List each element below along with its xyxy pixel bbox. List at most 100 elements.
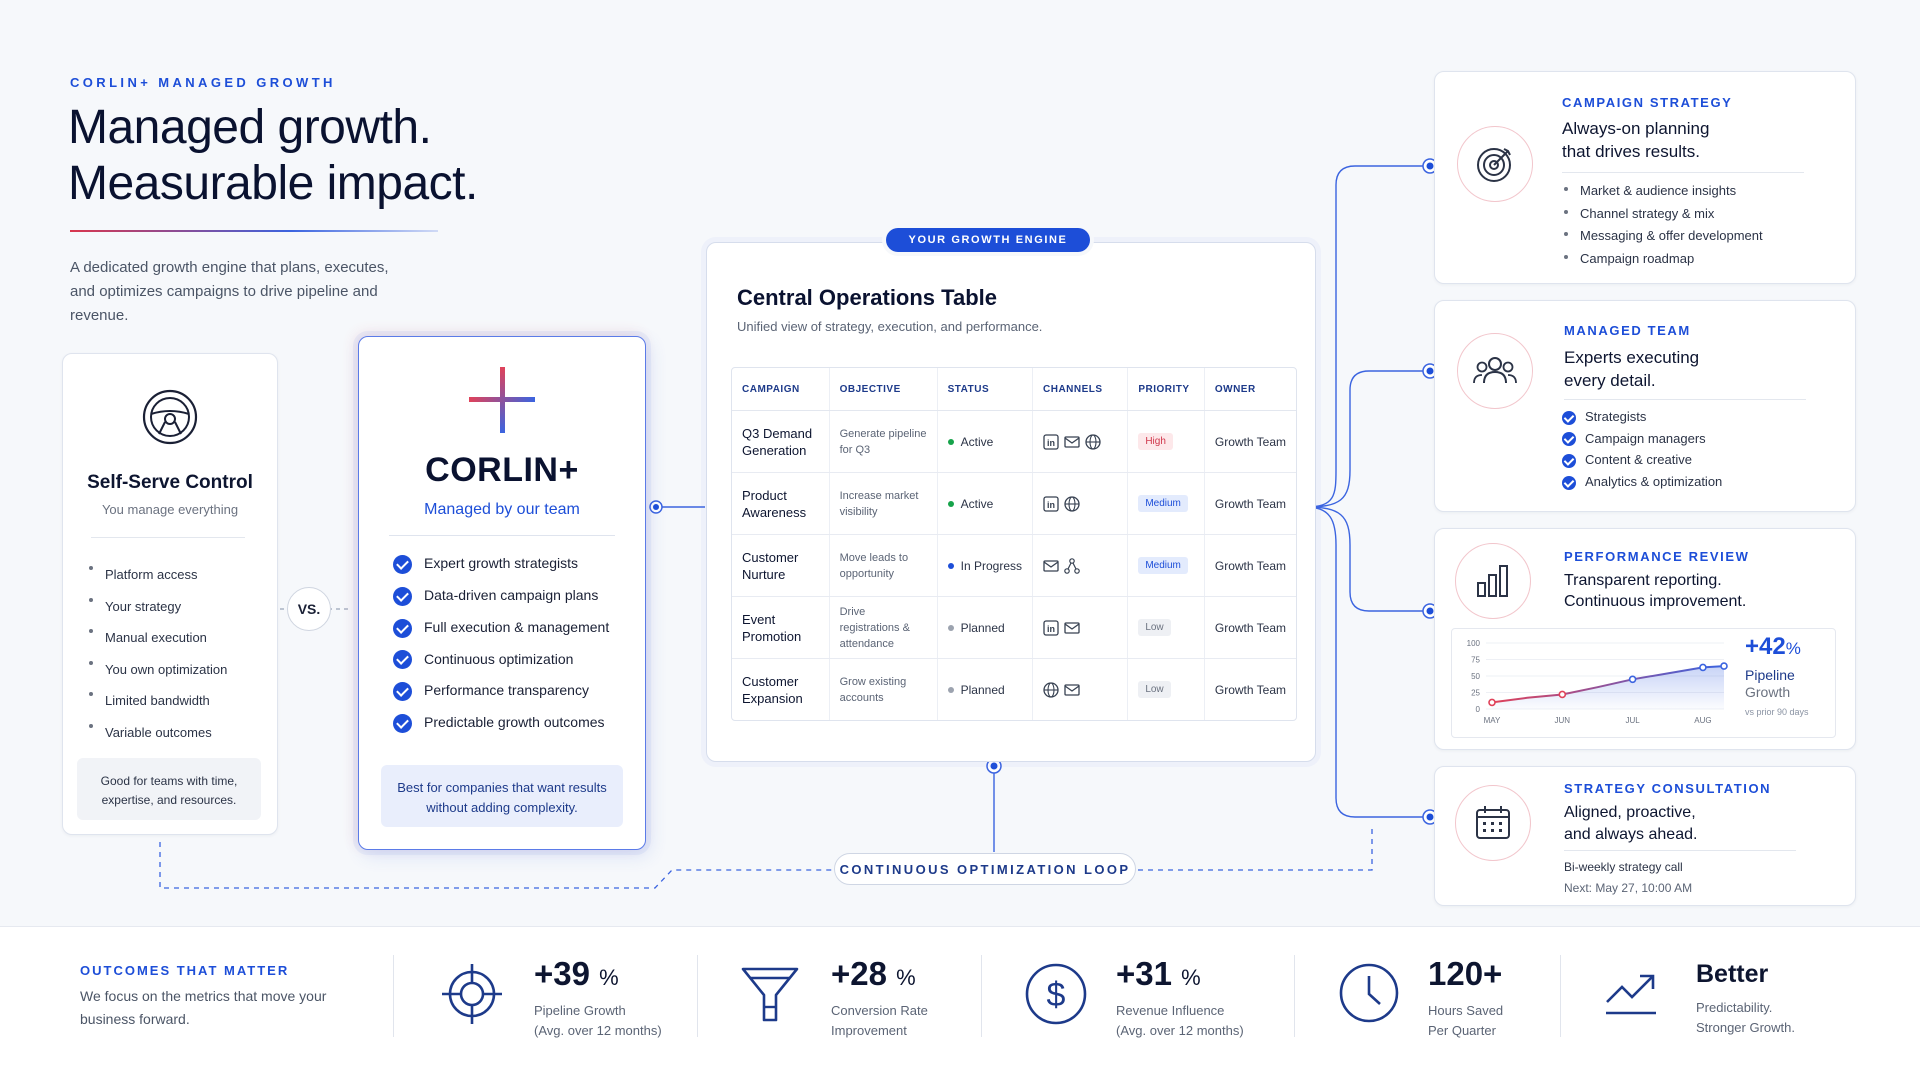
check-icon bbox=[1562, 475, 1576, 490]
metric-label: Pipeline Growth bbox=[534, 1003, 626, 1018]
campaign-objective: Grow existing accounts bbox=[839, 675, 907, 704]
channel-icons: in bbox=[1031, 472, 1128, 535]
corlin-card: CORLIN+ Managed by our team Expert growt… bbox=[358, 336, 646, 850]
table-row[interactable]: Product Awareness Increase market visibil… bbox=[732, 472, 1296, 535]
column-header: CAMPAIGN bbox=[732, 368, 830, 411]
svg-text:in: in bbox=[1047, 624, 1055, 634]
team-icon-circle bbox=[1457, 333, 1533, 409]
list-item: Content & creative bbox=[1562, 452, 1722, 474]
column-header: CHANNELS bbox=[1031, 368, 1128, 411]
priority-badge: High bbox=[1138, 433, 1173, 450]
consultation-title-line1: Aligned, proactive, bbox=[1564, 804, 1696, 821]
data-point bbox=[1720, 662, 1728, 670]
email-icon bbox=[1064, 683, 1080, 696]
hero-title: Managed growth. Measurable impact. bbox=[68, 100, 478, 212]
linkedin-icon: in bbox=[1043, 433, 1059, 450]
strategy-title-line2: that drives results. bbox=[1562, 142, 1700, 161]
table-row[interactable]: Customer Expansion Grow existing accounts… bbox=[732, 658, 1296, 720]
email-icon bbox=[1043, 559, 1059, 572]
list-item: Market & audience insights bbox=[1562, 180, 1763, 203]
list-item: Predictable growth outcomes bbox=[393, 713, 609, 746]
svg-text:in: in bbox=[1047, 438, 1055, 448]
table-row[interactable]: Customer Nurture Move leads to opportunit… bbox=[732, 534, 1296, 597]
status-badge: Planned bbox=[947, 621, 1005, 635]
check-icon bbox=[393, 682, 412, 702]
status-badge: Active bbox=[947, 497, 993, 511]
x-tick-label: AUG bbox=[1694, 716, 1711, 725]
list-item: Expert growth strategists bbox=[393, 555, 609, 587]
list-item: Platform access bbox=[87, 559, 227, 591]
check-icon bbox=[1562, 432, 1576, 447]
metric-label: Improvement bbox=[831, 1023, 907, 1038]
team-title: Experts executing every detail. bbox=[1564, 346, 1699, 392]
column-header: OWNER bbox=[1203, 368, 1296, 411]
performance-title: Transparent reporting. Continuous improv… bbox=[1564, 570, 1746, 612]
table-row[interactable]: Q3 Demand Generation Generate pipeline fo… bbox=[732, 410, 1296, 473]
campaign-name: Customer Nurture bbox=[742, 549, 799, 582]
metric-unit: % bbox=[896, 965, 916, 990]
team-title-line2: every detail. bbox=[1564, 371, 1656, 390]
growth-engine-pill: YOUR GROWTH ENGINE bbox=[886, 228, 1090, 252]
y-tick-label: 50 bbox=[1471, 672, 1480, 681]
target-arrow-icon bbox=[1477, 148, 1511, 182]
metric-value: +39 bbox=[534, 955, 590, 992]
status-dot bbox=[947, 563, 954, 570]
globe-icon bbox=[1043, 681, 1059, 698]
metric-unit: % bbox=[1181, 965, 1201, 990]
priority-badge: Medium bbox=[1138, 557, 1188, 574]
data-point bbox=[1628, 675, 1637, 684]
network-icon bbox=[1064, 557, 1080, 574]
pipeline-stat-note: vs prior 90 days bbox=[1745, 707, 1809, 717]
self-serve-title: Self-Serve Control bbox=[87, 472, 253, 493]
y-tick-label: 0 bbox=[1476, 705, 1481, 714]
hero-eyebrow: CORLIN+ MANAGED GROWTH bbox=[70, 75, 336, 90]
strategy-list: Market & audience insights Channel strat… bbox=[1562, 180, 1763, 270]
pipeline-stat-label: Pipeline Growth bbox=[1745, 667, 1795, 701]
self-serve-subtitle: You manage everything bbox=[101, 502, 239, 517]
team-icon bbox=[1473, 357, 1517, 384]
list-item: You own optimization bbox=[87, 654, 227, 686]
x-tick-label: MAY bbox=[1484, 716, 1501, 725]
table-row[interactable]: Event Promotion Drive registrations & att… bbox=[732, 596, 1296, 659]
priority-badge: Medium bbox=[1138, 495, 1188, 512]
pipeline-stat-unit: % bbox=[1785, 639, 1801, 658]
column-header: STATUS bbox=[936, 368, 1033, 411]
corlin-name: CORLIN+ bbox=[425, 451, 579, 489]
performance-eyebrow: PERFORMANCE REVIEW bbox=[1564, 549, 1750, 564]
priority-badge: Low bbox=[1138, 619, 1171, 636]
svg-text:$: $ bbox=[1047, 976, 1066, 1014]
list-item: Your strategy bbox=[87, 591, 227, 623]
list-item: Variable outcomes bbox=[87, 717, 227, 749]
column-header: OBJECTIVE bbox=[828, 368, 938, 411]
campaign-objective: Drive registrations & attendance bbox=[839, 605, 910, 650]
globe-icon bbox=[1085, 433, 1101, 450]
clock-icon bbox=[1339, 963, 1399, 1023]
owner-name: Growth Team bbox=[1214, 620, 1286, 635]
corlin-note: Best for companies that want results wit… bbox=[381, 765, 623, 827]
funnel-icon bbox=[741, 967, 799, 1022]
status-dot bbox=[947, 687, 954, 694]
self-serve-list: Platform access Your strategy Manual exe… bbox=[87, 559, 227, 748]
list-item: Manual execution bbox=[87, 622, 227, 654]
list-item: Continuous optimization bbox=[393, 650, 609, 682]
performance-chart-panel: 0 25 50 75 100 MAY JUN JUL AUG +42% Pipeline Gro… bbox=[1451, 628, 1836, 738]
campaign-objective: Move leads to opportunity bbox=[839, 551, 909, 580]
consultation-next: Next: May 27, 10:00 AM bbox=[1564, 881, 1693, 895]
status-dot bbox=[947, 501, 954, 508]
optimization-loop-pill: CONTINUOUS OPTIMIZATION LOOP bbox=[834, 853, 1136, 885]
engine-subtitle: Unified view of strategy, execution, and… bbox=[737, 319, 1043, 334]
list-item: Limited bandwidth bbox=[87, 685, 227, 717]
strategy-eyebrow: CAMPAIGN STRATEGY bbox=[1562, 95, 1733, 110]
strategy-title: Always-on planning that drives results. bbox=[1562, 117, 1709, 163]
metric-value: 120+ bbox=[1428, 955, 1503, 992]
vs-badge: VS. bbox=[287, 587, 331, 631]
priority-badge: Low bbox=[1138, 681, 1171, 698]
series-area bbox=[1492, 666, 1724, 709]
status-badge: In Progress bbox=[947, 559, 1022, 573]
growth-engine-card: Central Operations Table Unified view of… bbox=[706, 242, 1316, 762]
metric-conversion: +28 % Conversion Rate Improvement bbox=[831, 955, 928, 1041]
hero-accent-line bbox=[70, 230, 438, 232]
team-eyebrow: MANAGED TEAM bbox=[1564, 323, 1691, 338]
channel-icons: in bbox=[1031, 596, 1128, 659]
hero-title-line1: Managed growth. bbox=[68, 101, 432, 154]
